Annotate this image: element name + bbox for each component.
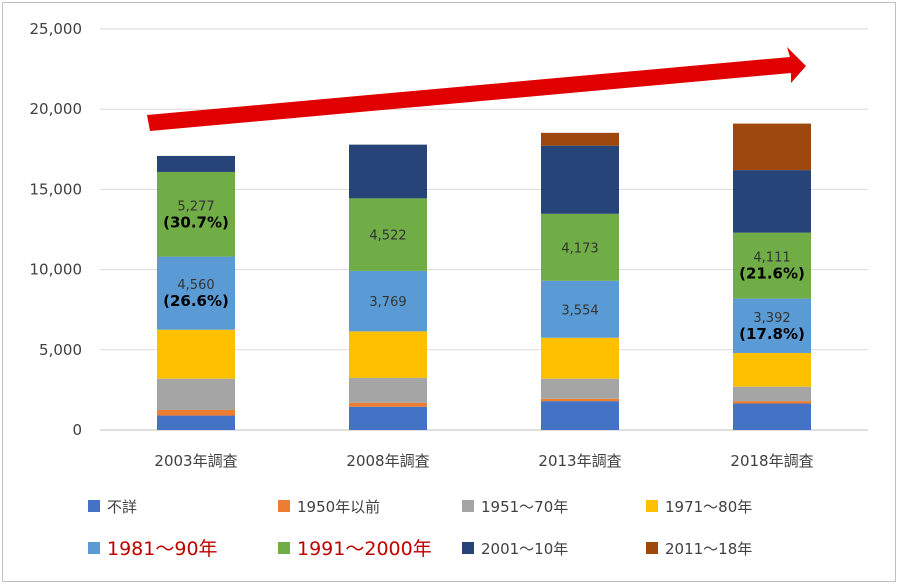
legend-swatch xyxy=(462,542,474,554)
bar-segment xyxy=(541,145,619,214)
legend-label: 1971～80年 xyxy=(665,498,752,516)
legend-swatch xyxy=(462,500,474,512)
bar-segment xyxy=(157,329,235,379)
legend-label: 1950年以前 xyxy=(297,498,380,516)
bar-segment xyxy=(349,406,427,430)
x-tick-label: 2013年調査 xyxy=(538,452,621,470)
data-label: 4,111 xyxy=(753,251,790,266)
y-tick-label: 10,000 xyxy=(30,261,83,279)
data-label: 5,277 xyxy=(177,199,214,214)
y-tick-label: 5,000 xyxy=(39,341,82,359)
legend-swatch xyxy=(88,542,100,554)
legend-label: 2011～18年 xyxy=(665,540,752,558)
legend-swatch xyxy=(88,500,100,512)
bar-segment xyxy=(733,232,811,299)
legend-swatch xyxy=(646,500,658,512)
data-label: 3,554 xyxy=(561,303,598,318)
y-tick-label: 15,000 xyxy=(30,180,83,198)
data-label: 4,173 xyxy=(561,241,598,256)
bar-segment xyxy=(733,123,811,171)
legend-label: 1951～70年 xyxy=(481,498,568,516)
bar-segment xyxy=(541,401,619,430)
bar-segment xyxy=(349,270,427,332)
bar-segment xyxy=(733,403,811,430)
bar-segment xyxy=(157,378,235,410)
percent-label: (26.6%) xyxy=(163,292,229,310)
legend-swatch xyxy=(646,542,658,554)
bar-segment xyxy=(541,378,619,399)
data-label: 3,392 xyxy=(753,311,790,326)
data-label: 4,560 xyxy=(177,278,214,293)
bar-segment xyxy=(349,144,427,199)
percent-label: (30.7%) xyxy=(163,213,229,231)
x-axis-tick-labels: 2003年調査 2008年調査 2013年調査 2018年調査 xyxy=(154,452,813,470)
y-axis-tick-labels: 0 5,000 10,000 15,000 20,000 25,000 xyxy=(30,20,83,439)
bar-segment xyxy=(733,386,811,402)
bar-segment xyxy=(157,415,235,430)
percent-label: (21.6%) xyxy=(739,265,805,283)
data-label: 4,522 xyxy=(369,229,406,244)
trend-arrow xyxy=(147,47,806,131)
bar-segment xyxy=(541,398,619,402)
bar-segment xyxy=(541,213,619,281)
x-tick-label: 2003年調査 xyxy=(154,452,237,470)
bar-segment xyxy=(541,337,619,379)
legend-label: 1981～90年 xyxy=(107,538,218,560)
bar-segment xyxy=(157,171,235,257)
bar-segment xyxy=(733,353,811,387)
bar-segment xyxy=(733,298,811,354)
percent-label: (17.8%) xyxy=(739,325,805,343)
bar-segment xyxy=(733,401,811,404)
bar-segment xyxy=(733,170,811,233)
y-tick-label: 20,000 xyxy=(30,100,83,118)
bar-segment xyxy=(349,402,427,407)
bar-segment xyxy=(157,155,235,172)
legend-swatch xyxy=(278,542,290,554)
bar-segment xyxy=(541,280,619,338)
legend-swatch xyxy=(278,500,290,512)
data-label: 3,769 xyxy=(369,295,406,310)
legend-label: 不詳 xyxy=(107,498,137,516)
x-tick-label: 2008年調査 xyxy=(346,452,429,470)
bar-segment xyxy=(541,132,619,146)
bar-segment xyxy=(157,256,235,330)
bar-segment xyxy=(349,331,427,378)
trend-arrow-shape xyxy=(147,47,806,131)
legend: 不詳 1950年以前 1951～70年 1971～80年 1981～90年 1991～20… xyxy=(88,498,752,560)
y-tick-label: 0 xyxy=(72,421,82,439)
y-tick-label: 25,000 xyxy=(30,20,83,38)
bar-segment xyxy=(349,198,427,271)
x-tick-label: 2018年調査 xyxy=(730,452,813,470)
legend-label: 1991～2000年 xyxy=(297,538,432,560)
bar-segment xyxy=(157,409,235,416)
bar-segment xyxy=(349,377,427,403)
value-labels: 4,560(26.6%) 5,277(30.7%) 3,769 4,522 3,554 4… xyxy=(163,199,805,343)
bars xyxy=(157,123,811,430)
legend-label: 2001～10年 xyxy=(481,540,568,558)
